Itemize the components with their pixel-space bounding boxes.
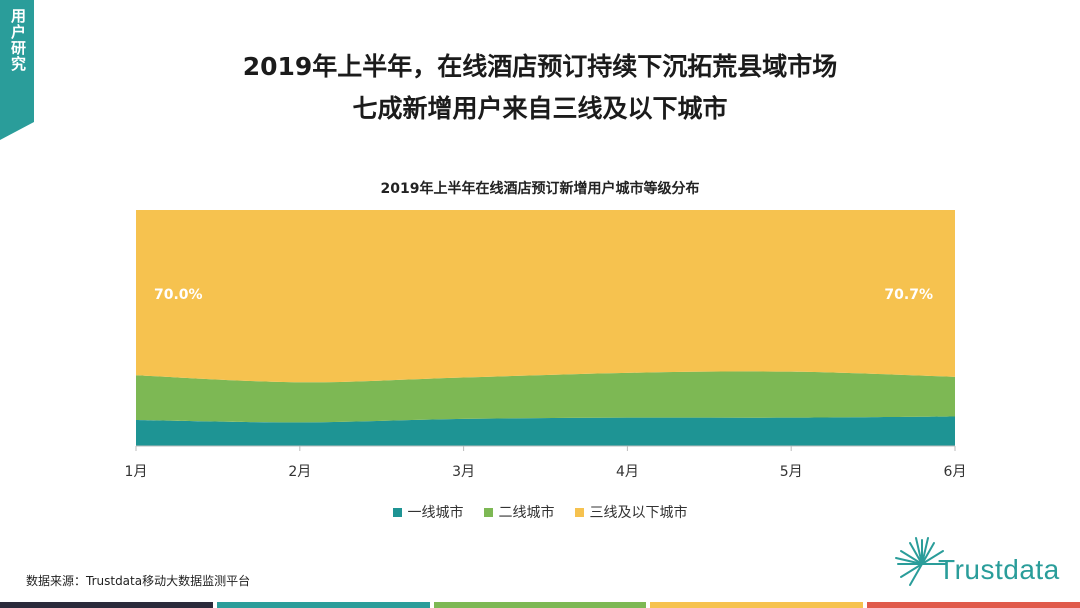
- logo-wordmark: Trustdata: [938, 554, 1060, 585]
- page-title-line1: 2019年上半年，在线酒店预订持续下沉拓荒县域市场: [242, 52, 838, 81]
- legend-item-2: 二线城市: [483, 502, 555, 522]
- series-area-3: [136, 210, 955, 383]
- x-tick-label: 4月: [616, 464, 639, 480]
- legend-label: 二线城市: [498, 505, 555, 521]
- footer-stripe-segment: [650, 602, 864, 608]
- legend-label: 一线城市: [407, 505, 464, 521]
- data-label: 70.0%: [154, 287, 203, 303]
- x-tick-label: 6月: [944, 464, 967, 480]
- x-tick-label: 1月: [125, 464, 148, 480]
- stacked-area-chart: 1月 2月 3月 4月 5月 6月 70.0% 70.7%: [125, 210, 967, 480]
- series-area-2: [136, 371, 955, 423]
- section-tab: 用户研究: [0, 0, 34, 140]
- page-title-line2: 七成新增用户来自三线及以下城市: [352, 94, 728, 123]
- legend-item-3: 三线及以下城市: [574, 502, 688, 522]
- data-label: 70.7%: [884, 287, 933, 303]
- legend-swatch: [392, 507, 402, 517]
- sunburst-icon: [895, 537, 947, 586]
- footer-stripe-segment: [0, 602, 213, 608]
- chart-title: 2019年上半年在线酒店预订新增用户城市等级分布: [380, 181, 700, 197]
- legend-swatch: [574, 507, 584, 517]
- footer-stripe: [0, 602, 1080, 608]
- x-tick-label: 2月: [288, 464, 311, 480]
- series-area-1: [136, 416, 955, 446]
- chart-legend: 一线城市 二线城市 三线及以下城市: [0, 502, 1080, 522]
- x-tick-label: 3月: [452, 464, 475, 480]
- footer-stripe-segment: [433, 602, 647, 608]
- data-source-note: 数据来源：Trustdata移动大数据监测平台: [26, 574, 251, 588]
- footer-stripe-segment: [867, 602, 1080, 608]
- x-tick-label: 5月: [780, 464, 803, 480]
- trustdata-logo: Trustdata: [892, 534, 1072, 594]
- section-tab-label: 用户研究: [9, 8, 27, 72]
- legend-label: 三线及以下城市: [589, 505, 688, 521]
- legend-swatch: [483, 507, 493, 517]
- footer-stripe-segment: [216, 602, 430, 608]
- legend-item-1: 一线城市: [392, 502, 464, 522]
